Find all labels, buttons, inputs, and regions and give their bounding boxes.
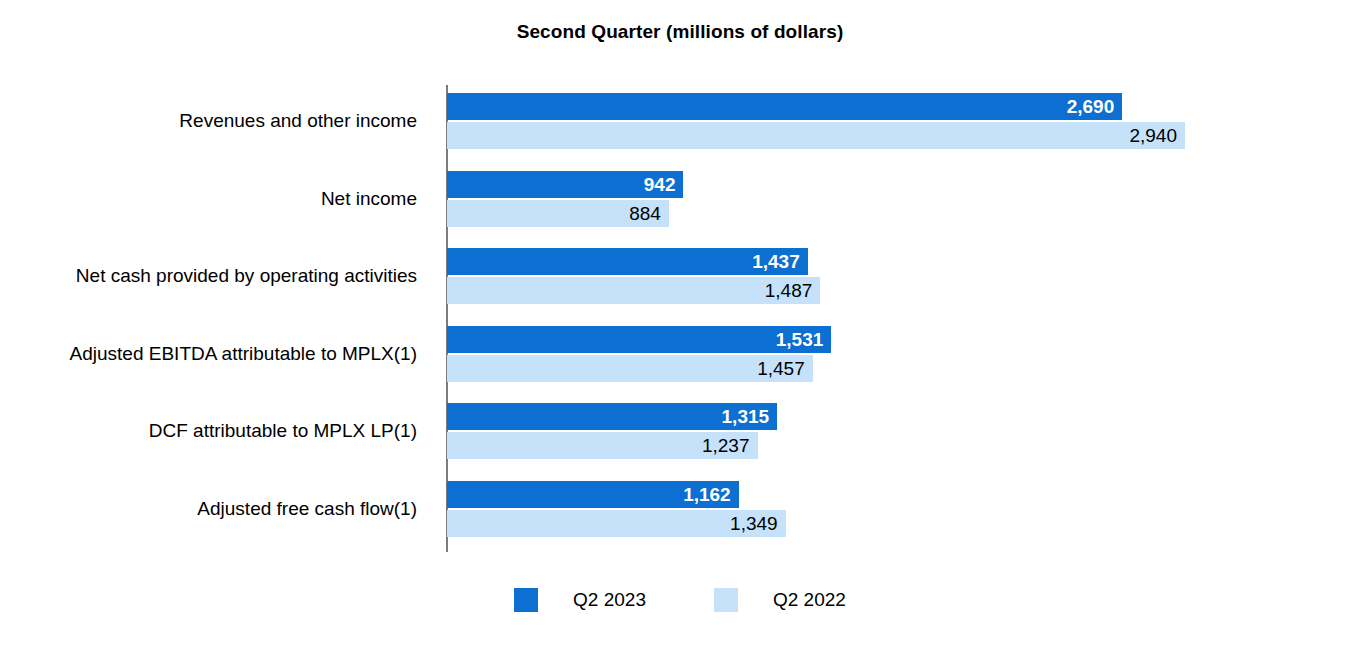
bar-q2-2023: 1,531 [447,326,831,353]
legend-swatch-icon [514,588,538,612]
bar-q2-2023: 1,437 [447,248,808,275]
legend-label: Q2 2022 [773,589,846,611]
bar-value-label: 1,487 [765,277,813,304]
bar-q2-2022: 1,457 [447,355,813,382]
legend-swatch-icon [714,588,738,612]
bar-q2-2022: 2,940 [447,122,1185,149]
bar-group: Net income 942884 [0,171,1360,227]
bar-q2-2022: 1,349 [447,510,786,537]
bar-group: DCF attributable to MPLX LP(1) 1,3151,237 [0,403,1360,459]
bar-q2-2022: 884 [447,200,669,227]
bar-q2-2023: 942 [447,171,683,198]
chart-title: Second Quarter (millions of dollars) [0,21,1360,43]
category-label: Revenues and other income [0,93,417,149]
bar-value-label: 1,162 [683,481,731,508]
bar-value-label: 942 [644,171,676,198]
bar-value-label: 1,237 [702,432,750,459]
bar-q2-2022: 1,237 [447,432,758,459]
legend-label: Q2 2023 [573,589,646,611]
bar-value-label: 1,457 [757,355,805,382]
bar-value-label: 1,349 [730,510,778,537]
bar-value-label: 2,940 [1129,122,1177,149]
category-label: Net cash provided by operating activitie… [0,248,417,304]
bar-group: Adjusted EBITDA attributable to MPLX(1) 1… [0,326,1360,382]
category-label: Adjusted free cash flow(1) [0,481,417,537]
legend-item: Q2 2023 [514,588,646,612]
category-label: Adjusted EBITDA attributable to MPLX(1) [0,326,417,382]
bar-chart: Second Quarter (millions of dollars) Rev… [0,0,1360,650]
category-label: Net income [0,171,417,227]
category-label: DCF attributable to MPLX LP(1) [0,403,417,459]
bar-value-label: 1,437 [752,248,800,275]
bar-value-label: 884 [629,200,661,227]
legend: Q2 2023 Q2 2022 [0,588,1360,612]
bar-q2-2022: 1,487 [447,277,820,304]
bar-q2-2023: 1,315 [447,403,777,430]
bar-value-label: 1,315 [722,403,770,430]
legend-item: Q2 2022 [714,588,846,612]
bar-group: Revenues and other income 2,690 2,940 [0,93,1360,149]
bar-group: Net cash provided by operating activitie… [0,248,1360,304]
plot-area: Revenues and other income 2,690 2,940 Net i… [0,85,1360,552]
bar-value-label: 2,690 [1067,93,1115,120]
bar-q2-2023: 2,690 [447,93,1122,120]
bar-q2-2023: 1,162 [447,481,739,508]
bar-group: Adjusted free cash flow(1) 1,1621,349 [0,481,1360,537]
bar-value-label: 1,531 [776,326,824,353]
